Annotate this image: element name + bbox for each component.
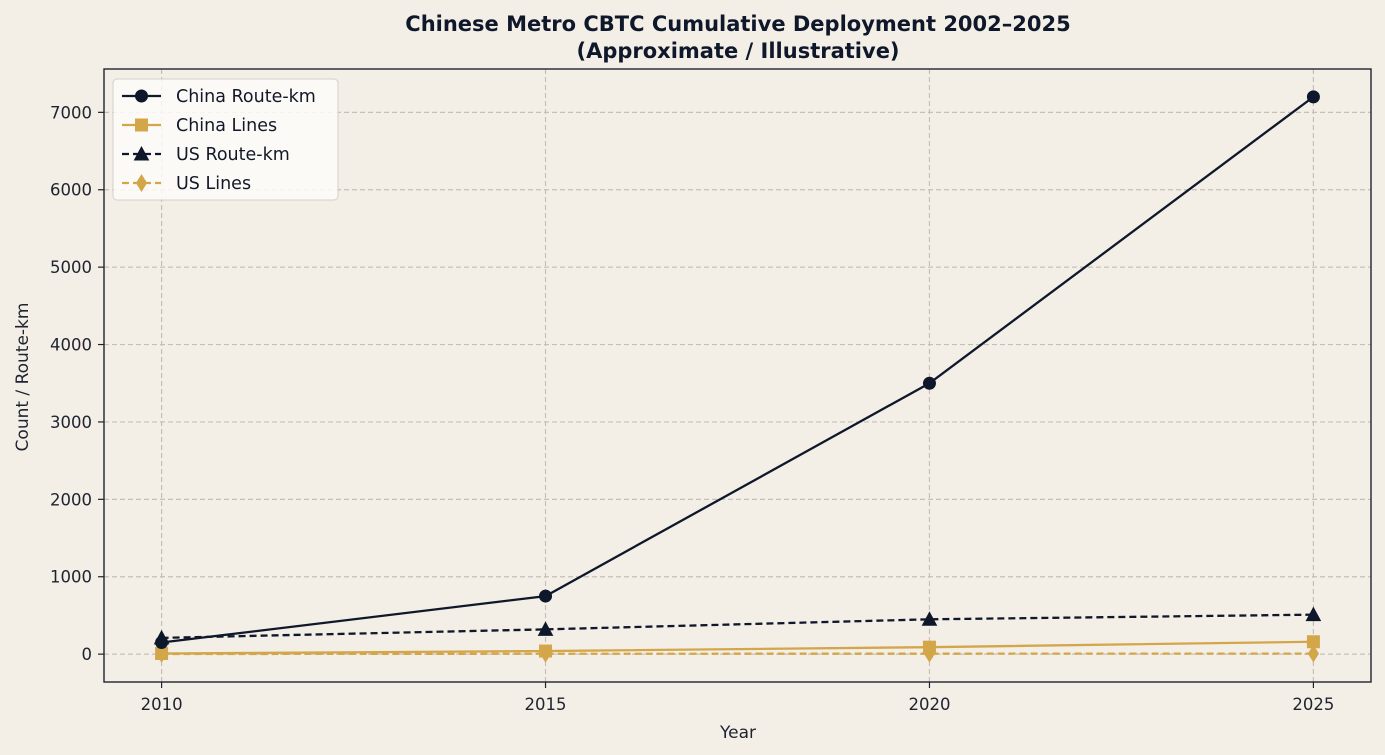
series-china-lines	[155, 635, 1320, 661]
data-point	[537, 621, 554, 636]
legend-item: US Route-km	[122, 145, 290, 165]
chart-title: Chinese Metro CBTC Cumulative Deployment…	[405, 12, 1070, 36]
legend-label: China Route-km	[176, 87, 316, 107]
y-tick-label: 1000	[50, 568, 92, 587]
legend-item: China Route-km	[122, 87, 316, 107]
x-tick-label: 2010	[141, 695, 183, 714]
y-tick-label: 2000	[50, 490, 92, 509]
y-tick-label: 6000	[50, 181, 92, 200]
y-tick-label: 5000	[50, 258, 92, 277]
series-china-route-km	[155, 90, 1320, 650]
data-point	[923, 644, 936, 663]
y-tick-label: 4000	[50, 336, 92, 355]
series-line	[161, 640, 1314, 655]
data-point	[1306, 90, 1320, 104]
plot-frame	[103, 68, 1372, 683]
y-tick-label: 7000	[50, 103, 92, 122]
legend-marker	[133, 145, 150, 161]
y-axis-label: Count / Route-km	[13, 303, 33, 452]
data-point	[922, 376, 936, 390]
data-point	[921, 611, 938, 626]
data-point	[539, 589, 553, 603]
x-tick-label: 2020	[908, 695, 950, 714]
data-point	[155, 636, 169, 650]
legend-marker	[135, 118, 148, 132]
y-tick-label: 0	[82, 645, 93, 664]
x-tick-label: 2015	[525, 695, 567, 714]
legend-marker	[135, 174, 148, 192]
series-us-route-km	[153, 606, 1322, 645]
legend-item: US Lines	[122, 174, 251, 194]
legend: China Route-km China Lines US Route-km US L…	[112, 78, 339, 201]
series-line	[161, 613, 1314, 640]
series-line	[161, 95, 1315, 644]
legend-label: China Lines	[176, 116, 277, 136]
data-point	[1305, 606, 1322, 622]
legend-item: China Lines	[122, 116, 277, 136]
x-axis: 2010 2015 2020 2025	[141, 682, 1334, 714]
legend-label: US Route-km	[176, 145, 290, 165]
legend-marker	[135, 89, 148, 103]
chart-subtitle: (Approximate / Illustrative)	[576, 39, 899, 63]
x-axis-label: Year	[719, 723, 756, 743]
data-point	[156, 645, 168, 663]
legend-box	[112, 78, 339, 201]
data-point	[1307, 644, 1319, 663]
series-layer	[153, 90, 1322, 663]
legend-label: US Lines	[176, 174, 251, 194]
x-tick-label: 2025	[1292, 695, 1334, 714]
data-point	[539, 644, 552, 663]
y-tick-label: 3000	[50, 413, 92, 432]
series-us-lines	[156, 644, 1319, 663]
y-axis: 0 1000 2000 3000 4000 5000 6000 7000	[50, 103, 104, 664]
